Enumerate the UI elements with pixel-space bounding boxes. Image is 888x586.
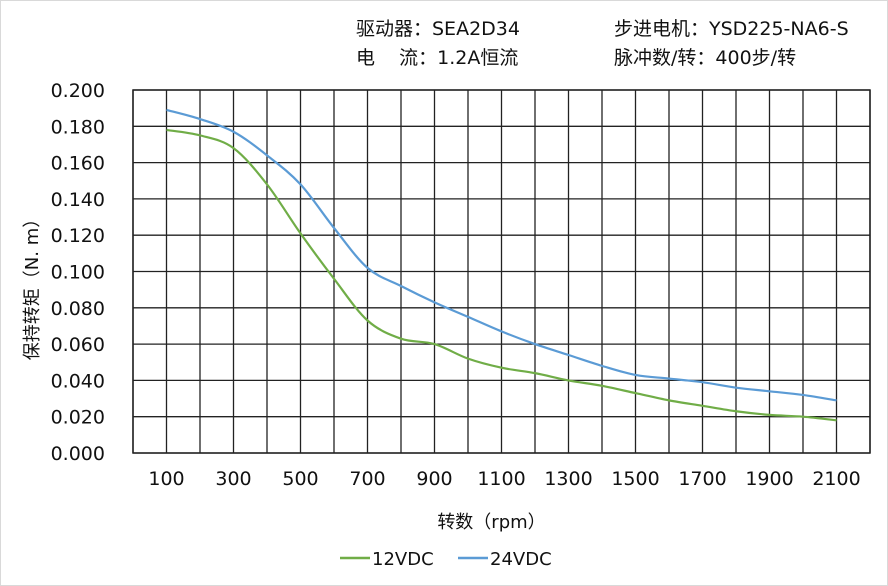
x-tick-label: 300 <box>215 468 251 490</box>
y-tick-label: 0.080 <box>51 298 105 320</box>
motor-info: 步进电机：YSD225-NA6-S <box>614 18 849 40</box>
y-tick-label: 0.200 <box>51 80 105 102</box>
x-tick-label: 900 <box>416 468 452 490</box>
y-tick-label: 0.000 <box>51 443 105 465</box>
y-tick-label: 0.180 <box>51 116 105 138</box>
x-tick-label: 1300 <box>544 468 592 490</box>
legend-label: 12VDC <box>372 549 434 570</box>
y-axis-label: 保持转矩（N. m） <box>22 210 43 360</box>
plot-border <box>132 89 871 454</box>
current-info: 电 流：1.2A恒流 <box>356 47 519 69</box>
y-tick-label: 0.140 <box>51 189 105 211</box>
x-tick-label: 100 <box>148 468 184 490</box>
y-tick-label: 0.020 <box>51 407 105 429</box>
x-tick-label: 1900 <box>745 468 793 490</box>
y-tick-label: 0.040 <box>51 370 105 392</box>
x-tick-label: 1100 <box>477 468 525 490</box>
x-tick-label: 1500 <box>611 468 659 490</box>
x-tick-label: 2100 <box>812 468 860 490</box>
y-tick-label: 0.120 <box>51 225 105 247</box>
y-tick-label: 0.100 <box>51 262 105 284</box>
x-tick-label: 700 <box>349 468 385 490</box>
x-tick-label: 500 <box>282 468 318 490</box>
legend-label: 24VDC <box>490 549 552 570</box>
pulses-info: 脉冲数/转：400步/转 <box>614 47 797 69</box>
y-tick-label: 0.060 <box>51 334 105 356</box>
driver-info: 驱动器：SEA2D34 <box>356 18 520 40</box>
x-tick-label: 1700 <box>678 468 726 490</box>
y-tick-label: 0.160 <box>51 153 105 175</box>
series-line-24VDC <box>166 108 837 402</box>
x-axis-label: 转数（rpm） <box>437 512 545 533</box>
series-line-12VDC <box>166 128 837 422</box>
